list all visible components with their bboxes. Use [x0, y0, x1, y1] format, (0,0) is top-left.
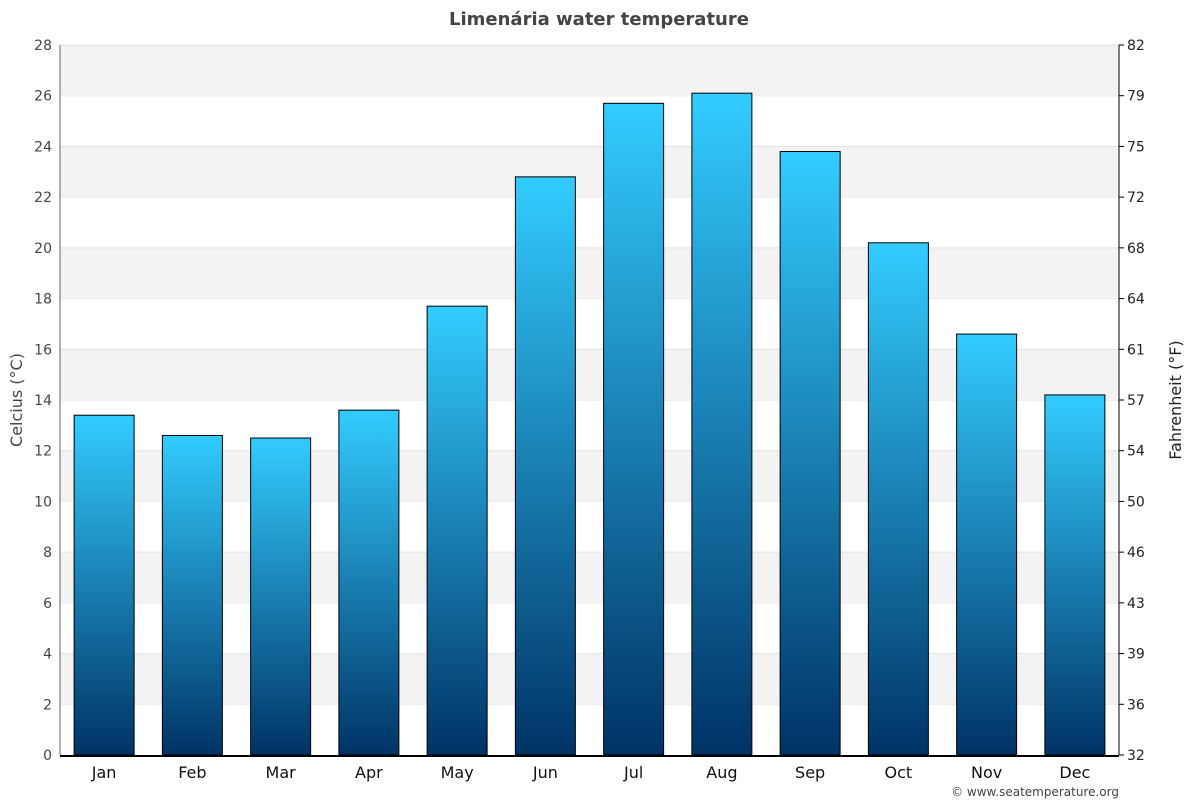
y2-tick-label: 75: [1127, 139, 1145, 155]
y2-axis-label: Fahrenheit (°F): [1166, 340, 1185, 459]
bar-apr: [338, 409, 400, 756]
bar-jul: [603, 102, 665, 756]
y2-tick-label: 54: [1127, 444, 1145, 460]
y2-tick-label: 61: [1127, 342, 1145, 358]
x-tick-label: Feb: [178, 763, 206, 782]
bar-mar: [250, 437, 312, 756]
x-tick-label: Jun: [532, 763, 558, 782]
bar-dec: [1044, 394, 1106, 756]
chart-title: Limenária water temperature: [449, 9, 749, 30]
y-tick-label: 16: [34, 342, 52, 358]
y-tick-label: 4: [43, 647, 52, 663]
y2-tick-label: 39: [1127, 647, 1145, 663]
bar-oct: [867, 242, 929, 756]
y-tick-label: 26: [34, 89, 52, 105]
x-tick-label: Dec: [1059, 763, 1090, 782]
x-tick-label: Oct: [885, 763, 913, 782]
bar-nov: [956, 333, 1018, 756]
y2-tick-label: 36: [1127, 697, 1145, 713]
x-tick-label: Jul: [623, 763, 643, 782]
x-tick-label: Aug: [706, 763, 737, 782]
y2-tick-label: 50: [1127, 494, 1145, 510]
y-tick-label: 18: [34, 292, 52, 308]
x-tick-label: Jan: [91, 763, 117, 782]
grid-band: [60, 247, 1119, 299]
grid-band: [60, 349, 1119, 400]
x-tick-label: Mar: [266, 763, 297, 782]
x-tick-label: Nov: [971, 763, 1002, 782]
y-tick-label: 20: [34, 241, 52, 257]
y-tick-label: 22: [34, 190, 52, 206]
y-tick-label: 14: [34, 393, 52, 409]
x-tick-label: May: [441, 763, 474, 782]
grid-band: [60, 552, 1119, 603]
y-tick-label: 10: [34, 494, 52, 510]
bar-aug: [691, 92, 753, 756]
y-tick-label: 24: [34, 139, 52, 155]
y2-tick-label: 82: [1127, 38, 1145, 54]
y2-tick-label: 72: [1127, 190, 1145, 206]
footer-credit[interactable]: © www.seatemperature.org: [951, 785, 1119, 799]
y-tick-label: 12: [34, 444, 52, 460]
bar-jun: [514, 176, 576, 756]
y2-tick-label: 64: [1127, 292, 1145, 308]
grid-band: [60, 450, 1119, 502]
grid-band: [60, 146, 1119, 198]
grid-band: [60, 45, 1119, 96]
bar-jan: [73, 414, 135, 756]
x-tick-label: Sep: [795, 763, 825, 782]
y-tick-label: 6: [43, 596, 52, 612]
y2-tick-label: 68: [1127, 241, 1145, 257]
y2-tick-label: 32: [1127, 748, 1145, 764]
y-tick-label: 8: [43, 545, 52, 561]
y2-tick-label: 57: [1127, 393, 1145, 409]
bar-feb: [161, 435, 223, 756]
y-axis-label: Celcius (°C): [7, 353, 26, 447]
bar-sep: [779, 151, 841, 756]
y-tick-label: 28: [34, 38, 52, 54]
grid-band: [60, 653, 1119, 705]
y-tick-label: 2: [43, 697, 52, 713]
y2-tick-label: 46: [1127, 545, 1145, 561]
y-tick-label: 0: [43, 748, 52, 764]
y2-tick-label: 79: [1127, 89, 1145, 105]
x-tick-label: Apr: [355, 763, 383, 782]
y2-tick-label: 43: [1127, 596, 1145, 612]
bar-may: [426, 305, 488, 756]
